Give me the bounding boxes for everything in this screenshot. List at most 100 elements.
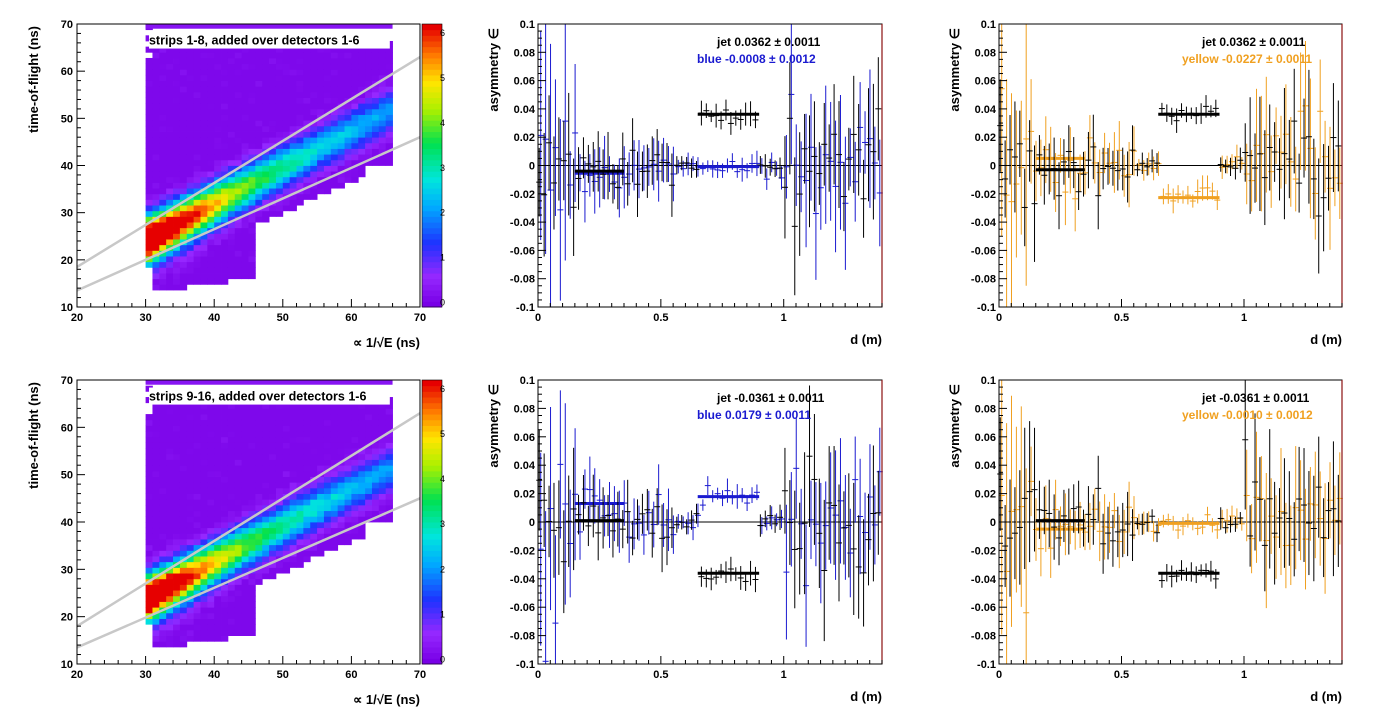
heatmap-cell (152, 137, 160, 144)
heatmap-cell (207, 52, 215, 59)
heatmap-cell (241, 63, 249, 70)
heatmap-cell (241, 550, 249, 557)
heatmap-cell (241, 527, 249, 534)
heatmap-cell (289, 493, 297, 500)
heatmap-cell (248, 516, 256, 523)
heatmap-cell (330, 527, 339, 534)
heatmap-cell (296, 499, 304, 506)
heatmap-cell (166, 533, 174, 540)
heatmap-cell (248, 539, 256, 546)
heatmap-cell (282, 510, 291, 517)
heatmap-cell (166, 578, 174, 585)
heatmap-cell (310, 148, 318, 155)
heatmap-cell (152, 425, 160, 432)
heatmap-cell (282, 46, 291, 53)
heatmap-cell (145, 227, 153, 234)
heatmap-cell (323, 91, 332, 98)
heatmap-cell (337, 414, 345, 421)
heatmap-cell (152, 86, 160, 93)
heatmap-cell (317, 182, 325, 189)
y-tick-label: 0.06 (975, 432, 996, 444)
heatmap-cell (310, 159, 318, 166)
heatmap-cell (234, 97, 243, 104)
heatmap-cell (234, 227, 243, 234)
heatmap-cell (289, 527, 297, 534)
y-axis-label: asymmetry ∈ (947, 28, 962, 112)
heatmap-cell (214, 74, 222, 81)
heatmap-cell (310, 142, 318, 149)
heatmap-cell (145, 69, 153, 76)
heatmap-cell (289, 80, 297, 87)
heatmap-cell (207, 103, 215, 110)
heatmap-cell (344, 137, 352, 144)
heatmap-cell (337, 120, 345, 127)
heatmap-cell (221, 103, 229, 110)
heatmap-cell (207, 199, 215, 206)
heatmap-cell (179, 601, 188, 608)
heatmap-cell (227, 425, 236, 432)
heatmap-cell (234, 103, 243, 110)
heatmap-cell (323, 159, 332, 166)
heatmap-cell (214, 233, 222, 240)
heatmap-cell (173, 539, 181, 546)
heatmap-cell (166, 188, 174, 195)
heatmap-cell (221, 453, 229, 460)
heatmap-cell (145, 487, 153, 494)
heatmap-cell (166, 431, 174, 438)
heatmap-cell (275, 493, 284, 500)
heatmap-cell (282, 550, 291, 557)
heatmap-cell (145, 419, 153, 426)
heatmap-cell (317, 165, 325, 172)
heatmap-cell (179, 504, 188, 512)
heatmap-cell (323, 148, 332, 155)
heatmap-cell (275, 431, 284, 438)
heatmap-cell (289, 91, 297, 98)
colorbar-step (422, 641, 442, 648)
heatmap-cell (310, 539, 318, 546)
heatmap-cell (282, 453, 291, 460)
heatmap-cell (282, 159, 291, 166)
colorbar-tick-label: 0 (440, 654, 445, 664)
heatmap-cell (227, 142, 236, 149)
heatmap-cell (358, 408, 366, 415)
heatmap-cell (330, 476, 339, 483)
heatmap-cell (173, 533, 181, 540)
heatmap-cell (241, 624, 249, 631)
heatmap-cell (166, 74, 174, 81)
heatmap-cell (241, 131, 249, 138)
heatmap-cell (193, 607, 201, 614)
heatmap-cell (214, 470, 222, 477)
heatmap-cell (159, 522, 167, 529)
x-tick-label: 1 (1241, 669, 1247, 681)
heatmap-cell (234, 584, 243, 591)
heatmap-cell (385, 476, 393, 483)
heatmap-cell (248, 624, 256, 631)
heatmap-cell (179, 205, 188, 212)
asymmetry-panel-2: 0 0.5 1d (m)0.10.080.060.040.020-0.02-0.04… (947, 19, 1343, 347)
heatmap-cell (337, 504, 345, 512)
heatmap-cell (241, 108, 249, 115)
heatmap-cell (159, 408, 167, 415)
heatmap-cell (241, 482, 249, 489)
heatmap-cell (159, 590, 167, 597)
heatmap-cell (200, 419, 208, 426)
x-tick-label: 60 (345, 669, 357, 681)
heatmap-cell (289, 52, 297, 59)
heatmap-cell (186, 267, 195, 274)
heatmap-cell (323, 108, 332, 115)
heatmap-cell (317, 510, 325, 517)
colorbar-step (422, 510, 442, 517)
heatmap-cell (152, 516, 160, 523)
heatmap-cell (145, 142, 153, 149)
heatmap-cell (248, 584, 256, 591)
heatmap-cell (248, 176, 256, 183)
heatmap-cell (145, 233, 153, 240)
heatmap-cell (351, 108, 359, 115)
heatmap-cell (344, 459, 352, 466)
heatmap-cell (159, 414, 167, 421)
heatmap-cell (296, 199, 304, 206)
heatmap-cell (214, 453, 222, 460)
heatmap-cell (179, 482, 188, 489)
heatmap-cell (200, 210, 208, 217)
heatmap-cell (317, 408, 325, 415)
